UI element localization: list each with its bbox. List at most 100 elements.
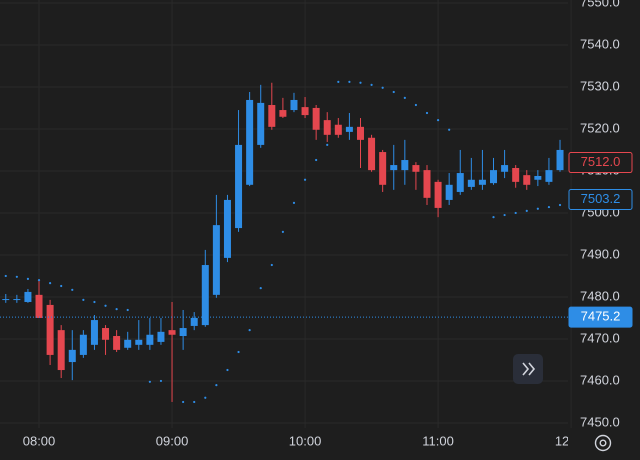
- candle-body: [445, 184, 453, 200]
- candle-body: [201, 265, 209, 326]
- sar-dot: [115, 308, 118, 311]
- candle-body: [345, 126, 353, 132]
- candle-body: [290, 99, 298, 111]
- sar-dot: [159, 379, 163, 383]
- candle-body: [379, 152, 387, 185]
- sar-dot: [547, 205, 551, 209]
- sar-dot: [215, 384, 218, 387]
- candle-body: [534, 175, 542, 180]
- candle-body: [257, 102, 265, 145]
- candle-body: [102, 328, 110, 340]
- sar-dot: [370, 83, 373, 86]
- sar-dot: [237, 350, 240, 354]
- y-tick-label: 7480.0: [580, 288, 620, 303]
- candle-body: [212, 225, 220, 295]
- sar-dot: [381, 86, 384, 89]
- sar-dot: [315, 158, 318, 162]
- sar-dot: [448, 128, 451, 131]
- candle-body: [24, 291, 32, 302]
- candle-body: [301, 107, 309, 116]
- sar-dot: [49, 281, 52, 285]
- candle-body: [412, 165, 420, 172]
- sar-dot: [326, 143, 329, 147]
- x-tick-label: 09:00: [156, 433, 189, 448]
- candle-body: [390, 165, 398, 171]
- x-tick-label: 11:00: [422, 433, 454, 448]
- candle-body: [113, 336, 121, 350]
- price-label-box: [568, 189, 633, 211]
- candle-body: [268, 105, 276, 127]
- sar-dot: [126, 308, 129, 312]
- candle-body: [68, 349, 76, 363]
- sar-dot: [204, 396, 207, 399]
- candle-body: [146, 334, 154, 345]
- candle-body: [179, 328, 187, 337]
- candle-body: [556, 149, 564, 171]
- x-tick-label: 10:00: [289, 433, 322, 448]
- candle-body: [35, 294, 43, 318]
- sar-dot: [492, 216, 495, 219]
- sar-dot: [226, 368, 229, 372]
- candle-body: [79, 334, 87, 355]
- sar-dot: [71, 288, 74, 291]
- sar-dot: [248, 329, 251, 332]
- plot-area: [0, 80, 568, 404]
- sar-dot: [37, 279, 41, 282]
- sar-dot: [436, 119, 440, 122]
- sar-dot: [60, 284, 63, 288]
- candle-body: [490, 170, 498, 184]
- candle-body: [401, 160, 409, 171]
- candle-body: [368, 137, 376, 171]
- candle-body: [246, 99, 254, 185]
- sar-dot: [292, 201, 296, 204]
- candle-body: [545, 170, 553, 182]
- x-tick-label: 08:00: [23, 433, 56, 448]
- sar-dot: [525, 209, 528, 212]
- sar-dot: [15, 275, 18, 278]
- candle-body: [190, 317, 198, 326]
- sar-dot: [148, 380, 151, 383]
- x-tick-label: 12:00: [555, 433, 588, 448]
- candle-body: [512, 168, 520, 182]
- y-tick-label: 7450.0: [580, 414, 620, 429]
- candle-body: [13, 299, 21, 301]
- sar-dot: [392, 90, 395, 94]
- sar-dot: [270, 263, 273, 267]
- candle-body: [356, 126, 364, 140]
- scroll-to-realtime-button[interactable]: [513, 354, 543, 384]
- sar-dot: [4, 274, 7, 278]
- candle-body: [57, 330, 65, 371]
- y-tick-label: 7550.0: [580, 0, 620, 9]
- price-label-box: [568, 152, 633, 174]
- candle-body: [223, 199, 231, 258]
- sar-dot: [193, 400, 196, 404]
- sar-dot: [359, 81, 362, 84]
- sar-dot: [403, 96, 406, 99]
- candle-body: [157, 331, 165, 342]
- price-label-box: [568, 306, 633, 328]
- candle-body: [90, 320, 98, 345]
- candle-body: [124, 339, 132, 348]
- sar-dot: [26, 277, 30, 280]
- candle-body: [523, 175, 531, 185]
- sar-dot: [337, 80, 340, 84]
- candle-body: [312, 107, 320, 130]
- candle-body: [235, 144, 243, 229]
- price-label: 7503.2: [581, 191, 621, 206]
- sar-dot: [82, 298, 85, 301]
- candle-body: [279, 110, 287, 117]
- candle-body: [478, 179, 486, 185]
- price-label: 7475.2: [581, 309, 621, 324]
- candle-body: [456, 173, 464, 192]
- sar-dot: [182, 400, 185, 404]
- sar-dot: [514, 211, 517, 215]
- settings-button[interactable]: [594, 434, 612, 452]
- sar-dot: [425, 111, 429, 115]
- y-tick-label: 7490.0: [580, 246, 620, 261]
- price-labels: 7512.0 7503.2 7475.2: [568, 152, 633, 328]
- candle-body: [323, 120, 331, 135]
- candle-body: [168, 330, 176, 335]
- candle-body: [135, 339, 143, 345]
